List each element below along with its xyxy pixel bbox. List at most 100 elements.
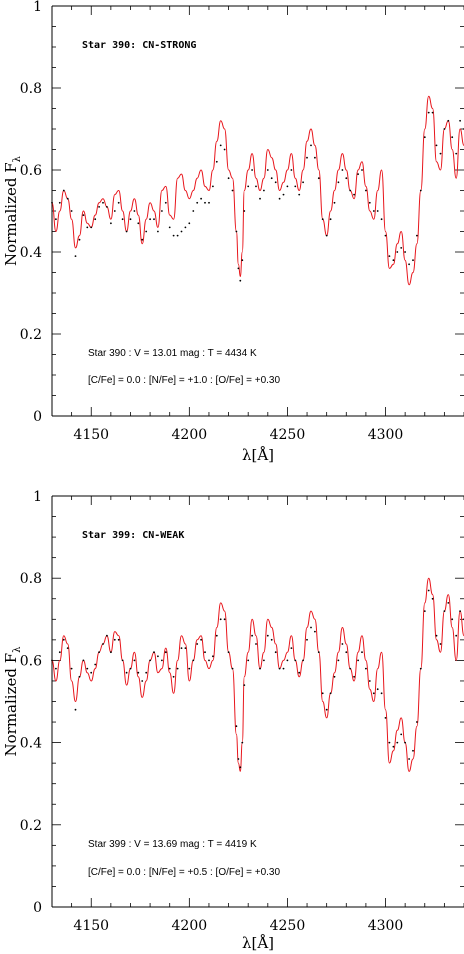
observed-point (435, 634, 438, 637)
observed-point (314, 156, 316, 159)
y-axis-label: Normalized Fλ (2, 646, 23, 757)
observed-point (223, 148, 226, 151)
observed-point (259, 667, 261, 670)
observed-point (98, 651, 100, 654)
x-tick-label: 4150 (73, 918, 109, 934)
observed-point (412, 259, 414, 262)
observed-point (157, 655, 159, 658)
observed-point (243, 210, 246, 212)
x-tick-label: 4250 (270, 918, 306, 934)
observed-point (286, 185, 289, 188)
observed-point (237, 267, 240, 270)
observed-point (317, 651, 320, 654)
observed-point (62, 638, 65, 641)
y-tick-label: 0.8 (20, 81, 42, 97)
observed-point (423, 136, 426, 139)
observed-point (239, 279, 242, 282)
observed-point (298, 671, 301, 674)
x-axis-label: λ[Å] (242, 934, 274, 952)
observed-point (294, 659, 297, 662)
observed-point (117, 201, 120, 204)
observed-point (121, 218, 124, 221)
observed-point (329, 218, 332, 221)
observed-point (164, 651, 167, 654)
observed-point (435, 144, 438, 147)
observed-point (145, 230, 148, 233)
observed-point (306, 638, 308, 641)
observed-point (337, 659, 340, 662)
observed-point (106, 634, 108, 637)
star-parameters-note: Star 399 : V = 13.69 mag : T = 4419 K (88, 839, 257, 850)
observed-point (141, 238, 144, 241)
observed-point (419, 667, 422, 670)
x-tick-label: 4200 (172, 427, 208, 443)
observed-point (110, 222, 112, 225)
observed-point (215, 160, 218, 163)
observed-point (168, 667, 171, 670)
abundance-note: [C/Fe] = 0.0 : [N/Fe] = +1.0 : [O/Fe] = … (88, 375, 280, 386)
observed-point (372, 692, 375, 695)
observed-point (388, 255, 391, 257)
observed-point (431, 597, 434, 600)
observed-point (416, 721, 418, 723)
observed-point (239, 766, 242, 769)
observed-point (70, 667, 73, 670)
observed-point (337, 181, 340, 184)
observed-point (396, 251, 399, 253)
observed-point (368, 201, 371, 204)
y-tick-label: 0.2 (20, 327, 42, 343)
observed-point (125, 230, 128, 233)
observed-point (294, 185, 297, 188)
observed-point (231, 189, 234, 192)
observed-point (243, 684, 246, 686)
observed-point (451, 618, 454, 621)
observed-point (241, 741, 244, 744)
y-tick-label: 0.4 (20, 736, 42, 752)
observed-point (349, 189, 352, 192)
observed-point (86, 667, 89, 670)
observed-point (231, 667, 234, 670)
observed-point (55, 667, 57, 670)
observed-point (455, 634, 458, 637)
observed-point (353, 193, 355, 196)
observed-point (247, 185, 250, 188)
observed-point (278, 667, 281, 670)
observed-point (219, 144, 222, 147)
x-tick-label: 4250 (270, 427, 306, 443)
observed-point (137, 671, 140, 674)
observed-point (298, 193, 301, 196)
observed-point (282, 193, 285, 196)
observed-point (200, 638, 203, 641)
observed-point (427, 111, 430, 114)
observed-point (270, 638, 273, 641)
observed-point (145, 671, 148, 674)
observed-point (235, 230, 238, 233)
observed-point (357, 173, 359, 176)
observed-point (110, 651, 112, 654)
observed-point (58, 651, 61, 654)
observed-point (200, 197, 203, 200)
observed-point (172, 675, 175, 678)
observed-point (345, 177, 348, 180)
observed-point (168, 226, 171, 229)
observed-point (270, 177, 273, 180)
observed-point (317, 177, 320, 180)
observed-point (427, 589, 430, 592)
observed-point (266, 634, 269, 637)
observed-point (274, 651, 277, 654)
observed-point (447, 119, 450, 122)
observed-point (439, 643, 442, 645)
observed-point (121, 659, 124, 662)
observed-point (192, 659, 195, 662)
observed-point (439, 152, 442, 155)
observed-point (204, 201, 206, 204)
x-tick-label: 4200 (172, 918, 208, 934)
observed-point (74, 255, 77, 257)
observed-point (443, 128, 446, 130)
observed-point (102, 643, 104, 645)
y-tick-label: 1 (33, 489, 42, 505)
observed-point (274, 181, 277, 184)
observed-point (282, 667, 285, 670)
observed-point (321, 692, 324, 695)
observed-point (408, 263, 410, 266)
